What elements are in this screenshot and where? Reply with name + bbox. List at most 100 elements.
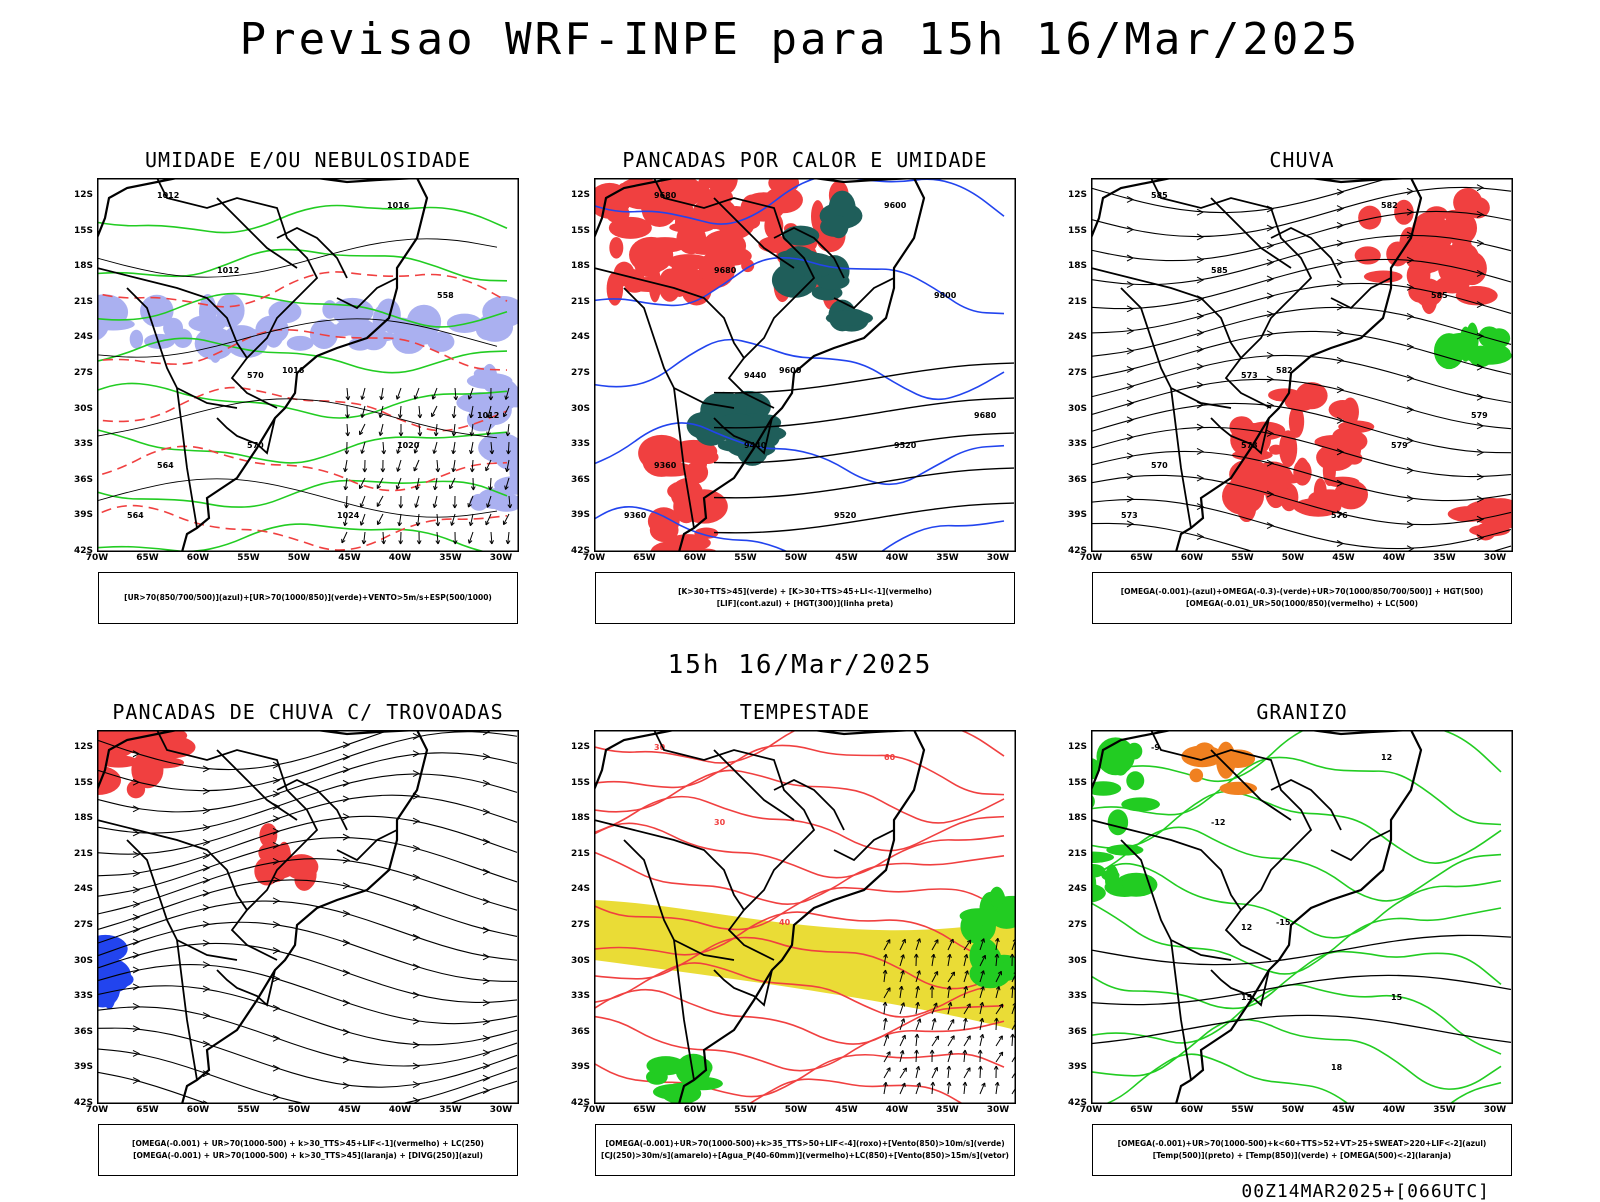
legend-p3: [OMEGA(-0.001)-(azul)+OMEGA(-0.3)-(verde… <box>1092 572 1512 624</box>
lat-tick-label: 33S <box>1061 991 1087 1001</box>
lat-tick-label: 12S <box>1061 742 1087 752</box>
contour-lines <box>1091 730 1501 1104</box>
lon-tick-label: 40W <box>1379 553 1409 563</box>
lat-tick-label: 30S <box>67 956 93 966</box>
country-border <box>217 418 275 453</box>
lat-tick-label: 24S <box>67 332 93 342</box>
lat-tick-label: 33S <box>67 439 93 449</box>
lat-tick-label: 24S <box>1061 884 1087 894</box>
country-border <box>127 840 237 960</box>
contour-label: 1012 <box>217 266 239 275</box>
contour-lines <box>97 206 507 552</box>
lat-tick-label: 33S <box>564 991 590 1001</box>
lon-tick-label: 40W <box>1379 1105 1409 1115</box>
lon-tick-label: 45W <box>832 553 862 563</box>
contour-label: 9520 <box>894 441 917 450</box>
lat-tick-label: 18S <box>1061 261 1087 271</box>
rain-area-green <box>1434 322 1512 369</box>
lon-tick-label: 55W <box>731 1105 761 1115</box>
lat-tick-label: 21S <box>67 297 93 307</box>
lat-tick-label: 21S <box>1061 297 1087 307</box>
model-run-info: 00Z14MAR2025+[066UTC] <box>1241 1181 1490 1202</box>
lon-tick-label: 60W <box>680 553 710 563</box>
contour-label: 1016 <box>387 201 410 210</box>
lon-tick-label: 50W <box>284 553 314 563</box>
humidity-mid-level-area <box>456 364 519 512</box>
contour-label: 564 <box>157 461 174 470</box>
lat-tick-label: 21S <box>564 849 590 859</box>
lon-tick-label: 55W <box>1228 1105 1258 1115</box>
contour-label: 1012 <box>477 411 499 420</box>
lat-tick-label: 27S <box>67 368 93 378</box>
lat-tick-label: 33S <box>564 439 590 449</box>
lon-tick-label: 30W <box>983 1105 1013 1115</box>
lat-tick-label: 30S <box>67 404 93 414</box>
forecast-time: 15h 16/Mar/2025 <box>0 650 1600 680</box>
lon-tick-label: 50W <box>781 1105 811 1115</box>
lat-tick-label: 36S <box>67 475 93 485</box>
contour-label: 558 <box>437 291 454 300</box>
lat-tick-label: 21S <box>564 297 590 307</box>
lat-tick-label: 12S <box>1061 190 1087 200</box>
panel-title-p2: PANCADAS POR CALOR E UMIDADE <box>594 148 1016 172</box>
lat-tick-label: 33S <box>67 991 93 1001</box>
lon-tick-label: 60W <box>183 1105 213 1115</box>
lon-tick-label: 35W <box>436 1105 466 1115</box>
contour-label: 564 <box>127 511 144 520</box>
lon-tick-label: 30W <box>486 1105 516 1115</box>
contour-label: 12 <box>1381 753 1392 762</box>
contour-label: 570 <box>247 371 264 380</box>
strong-wind-area-green <box>646 1054 723 1104</box>
lat-tick-label: 27S <box>564 920 590 930</box>
lon-tick-label: 55W <box>1228 553 1258 563</box>
lon-tick-label: 70W <box>579 553 609 563</box>
legend-line: [UR>70(850/700/500)](azul)+[UR>70(1000/8… <box>124 592 492 604</box>
country-border <box>1271 228 1341 278</box>
lon-tick-label: 60W <box>183 553 213 563</box>
lat-tick-label: 39S <box>67 510 93 520</box>
lon-tick-label: 55W <box>234 1105 264 1115</box>
contour-label: 579 <box>1391 441 1408 450</box>
page-title: Previsao WRF-INPE para 15h 16/Mar/2025 <box>0 14 1600 65</box>
lat-tick-label: 18S <box>67 813 93 823</box>
contour-label: 573 <box>1241 371 1258 380</box>
lon-tick-label: 45W <box>1329 1105 1359 1115</box>
rain-area-red <box>1355 188 1498 314</box>
country-border <box>1271 780 1341 830</box>
lat-tick-label: 36S <box>1061 475 1087 485</box>
lat-tick-label: 39S <box>564 510 590 520</box>
temperature-500-contours <box>1091 935 1511 1043</box>
country-border <box>97 820 247 910</box>
lat-tick-label: 18S <box>67 261 93 271</box>
lat-tick-label: 27S <box>1061 368 1087 378</box>
legend-line: [CJ(250)>30m/s](amarelo)+[Agua_P(40-60mm… <box>601 1150 1009 1162</box>
lat-tick-label: 30S <box>1061 956 1087 966</box>
legend-line: [OMEGA(-0.001) + UR>70(1000-500) + k>30_… <box>132 1138 484 1150</box>
lon-tick-label: 35W <box>436 553 466 563</box>
lon-tick-label: 70W <box>82 553 112 563</box>
contour-label: 9800 <box>934 291 957 300</box>
lat-tick-label: 36S <box>564 475 590 485</box>
lat-tick-label: 27S <box>564 368 590 378</box>
legend-p6: [OMEGA(-0.001)+UR>70(1000-500)+k<60+TTS>… <box>1092 1124 1512 1176</box>
lat-tick-label: 33S <box>1061 439 1087 449</box>
lat-tick-label: 12S <box>564 190 590 200</box>
lon-tick-label: 35W <box>933 553 963 563</box>
contour-label: 9600 <box>884 201 907 210</box>
legend-line: [OMEGA(-0.001) + UR>70(1000-500) + k>30_… <box>133 1150 483 1162</box>
lon-tick-label: 45W <box>335 553 365 563</box>
panel-title-p5: TEMPESTADE <box>594 700 1016 724</box>
lon-tick-label: 65W <box>133 553 163 563</box>
lon-tick-label: 70W <box>579 1105 609 1115</box>
contour-label: 60 <box>884 753 896 762</box>
lon-tick-label: 45W <box>1329 553 1359 563</box>
legend-line: [LIF](cont.azul) + [HGT(300)](linha pret… <box>717 598 894 610</box>
legend-line: [OMEGA(-0.001)-(azul)+OMEGA(-0.3)-(verde… <box>1121 586 1484 598</box>
lon-tick-label: 45W <box>832 1105 862 1115</box>
contour-label: 579 <box>1471 411 1488 420</box>
lat-tick-label: 30S <box>564 404 590 414</box>
